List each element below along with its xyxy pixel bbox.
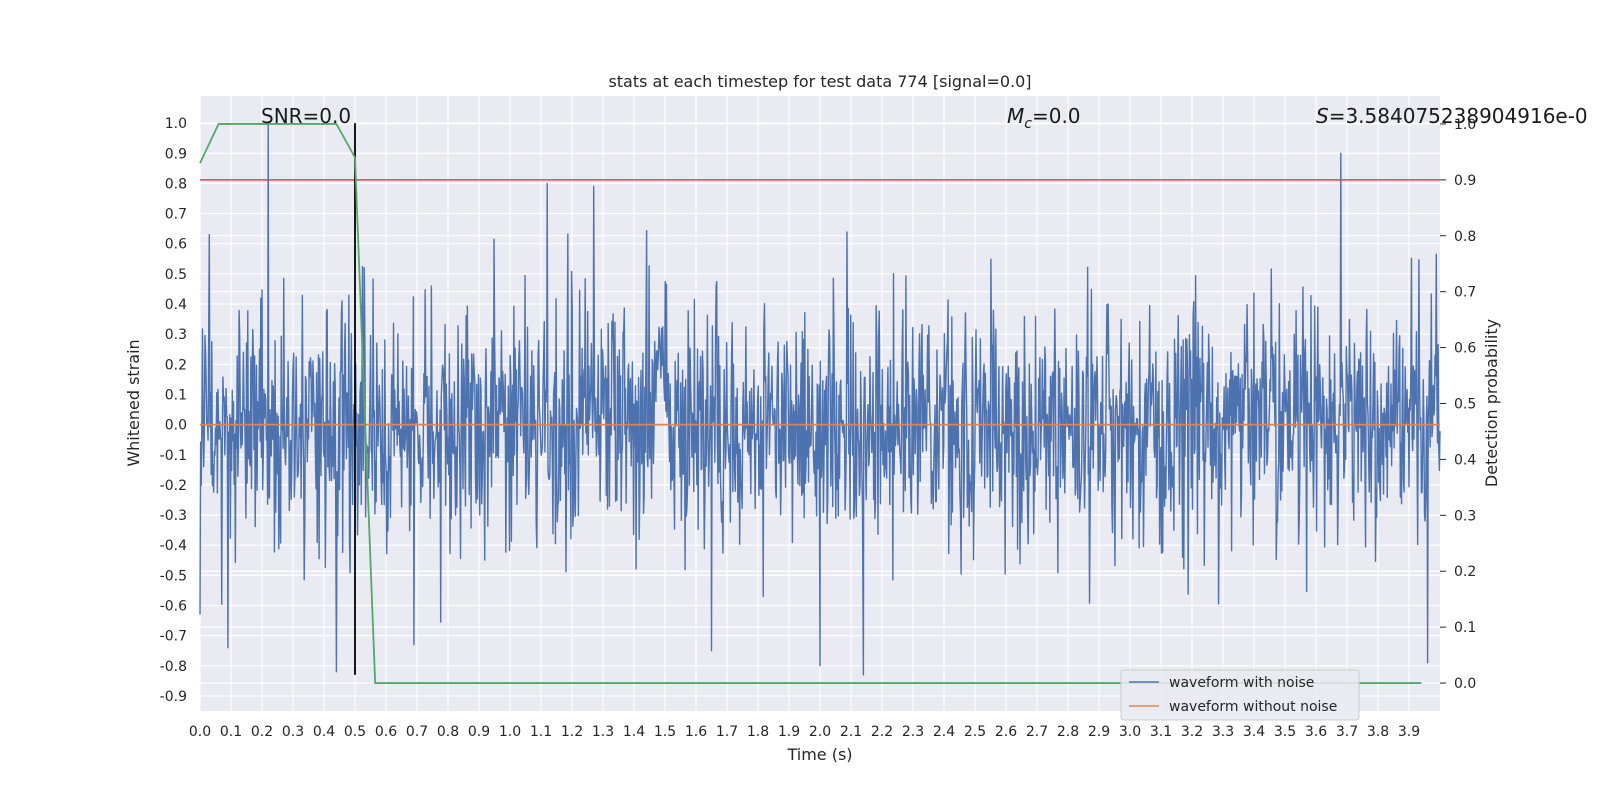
x-axis-label: Time (s) <box>786 745 852 764</box>
x-tick-label: 3.1 <box>1150 724 1172 740</box>
x-tick-label: 2.4 <box>933 724 955 740</box>
x-tick-label: 2.3 <box>902 724 924 740</box>
y-tick-label: 0.2 <box>165 357 187 373</box>
y-tick-label: 0.9 <box>165 146 187 162</box>
x-tick-label: 3.7 <box>1336 724 1358 740</box>
right-y-tick-label: 0.6 <box>1454 341 1476 357</box>
x-tick-label: 3.8 <box>1367 724 1389 740</box>
x-tick-label: 1.1 <box>530 724 552 740</box>
chirp-mass-value: =0.0 <box>1032 104 1081 128</box>
x-tick-label: 2.9 <box>1088 724 1110 740</box>
x-tick-label: 2.2 <box>871 724 893 740</box>
x-tick-label: 0.0 <box>189 724 211 740</box>
x-tick-label: 3.4 <box>1243 724 1265 740</box>
x-tick-label: 2.5 <box>964 724 986 740</box>
x-tick-label: 0.1 <box>220 724 242 740</box>
line-series-layer <box>199 123 1440 684</box>
x-tick-label: 1.2 <box>561 724 583 740</box>
y-tick-label: 0.7 <box>165 207 187 223</box>
s-annotation: S=3.584075238904916e-0 <box>1316 104 1588 128</box>
y-tick-label: -0.8 <box>160 659 187 675</box>
x-tick-label: 1.4 <box>623 724 645 740</box>
right-y-tick-labels: 1.0 0.9 0.8 0.7 0.6 0.5 0.4 0.3 0.2 0.1 0.0 <box>1440 117 1476 692</box>
x-tick-label: 3.5 <box>1274 724 1296 740</box>
y-tick-label: -0.3 <box>160 508 187 524</box>
x-tick-labels: 0.0 0.1 0.2 0.3 0.4 0.5 0.6 0.7 0.8 0.9 1.0 1.1 1.2 1… <box>189 724 1420 740</box>
right-y-tick-label: 0.0 <box>1454 676 1476 692</box>
y-tick-label: 1.0 <box>165 116 187 132</box>
right-y-tick-label: 0.2 <box>1454 564 1476 580</box>
chirp-mass-annotation: Mc=0.0 <box>1007 104 1081 132</box>
y-tick-labels: 1.0 0.9 0.8 0.7 0.6 0.5 0.4 0.3 0.2 0.1 0.0 -0.1 -0.… <box>160 116 187 705</box>
x-tick-label: 0.6 <box>375 724 397 740</box>
chirp-mass-subscript: c <box>1024 116 1032 132</box>
x-tick-label: 2.1 <box>840 724 862 740</box>
y-tick-label: -0.5 <box>160 568 187 584</box>
s-symbol: S <box>1316 104 1329 128</box>
x-tick-label: 1.6 <box>685 724 707 740</box>
right-y-tick-label: 0.7 <box>1454 285 1476 301</box>
legend-box <box>1120 669 1360 721</box>
y-tick-label: 0.1 <box>165 387 187 403</box>
x-tick-label: 0.7 <box>406 724 428 740</box>
y-axis-label: Whitened strain <box>124 339 143 466</box>
x-tick-label: 0.3 <box>282 724 304 740</box>
y-tick-label: -0.6 <box>160 598 187 614</box>
x-tick-label: 0.9 <box>468 724 490 740</box>
x-tick-label: 1.7 <box>716 724 738 740</box>
x-tick-label: 1.5 <box>654 724 676 740</box>
right-y-tick-label: 0.9 <box>1454 173 1476 189</box>
y-tick-label: 0.6 <box>165 237 187 253</box>
x-tick-label: 1.3 <box>592 724 614 740</box>
x-tick-label: 1.0 <box>499 724 521 740</box>
x-tick-label: 1.9 <box>778 724 800 740</box>
y-tick-label: -0.4 <box>160 538 187 554</box>
legend-label-noise: waveform with noise <box>1169 675 1314 691</box>
right-y-tick-label: 0.3 <box>1454 508 1476 524</box>
y-tick-label: 0.8 <box>165 176 187 192</box>
x-tick-label: 0.2 <box>251 724 273 740</box>
y-tick-label: 0.5 <box>165 267 187 283</box>
y-tick-label: -0.2 <box>160 478 187 494</box>
detection-probability-line <box>199 123 1422 684</box>
right-y-tick-label: 0.4 <box>1454 452 1476 468</box>
chart-title: stats at each timestep for test data 774… <box>608 72 1031 91</box>
y-tick-label: 0.0 <box>165 418 187 434</box>
x-tick-label: 1.8 <box>747 724 769 740</box>
x-tick-label: 0.5 <box>344 724 366 740</box>
right-y-axis-label: Detection probability <box>1482 319 1501 487</box>
x-tick-label: 2.6 <box>995 724 1017 740</box>
s-value: =3.584075238904916e-0 <box>1329 104 1588 128</box>
legend-label-clean: waveform without noise <box>1169 699 1337 715</box>
legend: waveform with noise waveform without noi… <box>1120 669 1360 721</box>
y-tick-label: -0.7 <box>160 629 187 645</box>
x-tick-label: 2.0 <box>809 724 831 740</box>
x-tick-label: 0.8 <box>437 724 459 740</box>
x-tick-label: 3.9 <box>1398 724 1420 740</box>
x-tick-label: 3.3 <box>1212 724 1234 740</box>
x-tick-label: 3.2 <box>1181 724 1203 740</box>
x-tick-label: 3.6 <box>1305 724 1327 740</box>
x-tick-label: 2.7 <box>1026 724 1048 740</box>
right-y-tick-label: 1.0 <box>1454 117 1476 133</box>
x-tick-label: 0.4 <box>313 724 335 740</box>
y-tick-label: -0.1 <box>160 448 187 464</box>
y-tick-label: -0.9 <box>160 689 187 705</box>
x-tick-label: 3.0 <box>1119 724 1141 740</box>
right-y-tick-label: 0.8 <box>1454 229 1476 245</box>
right-y-tick-label: 0.1 <box>1454 620 1476 636</box>
snr-annotation: SNR=0.0 <box>261 104 351 128</box>
y-tick-label: 0.4 <box>165 297 187 313</box>
right-y-tick-label: 0.5 <box>1454 397 1476 413</box>
chirp-mass-symbol: M <box>1007 104 1024 128</box>
y-tick-label: 0.3 <box>165 327 187 343</box>
x-tick-label: 2.8 <box>1057 724 1079 740</box>
